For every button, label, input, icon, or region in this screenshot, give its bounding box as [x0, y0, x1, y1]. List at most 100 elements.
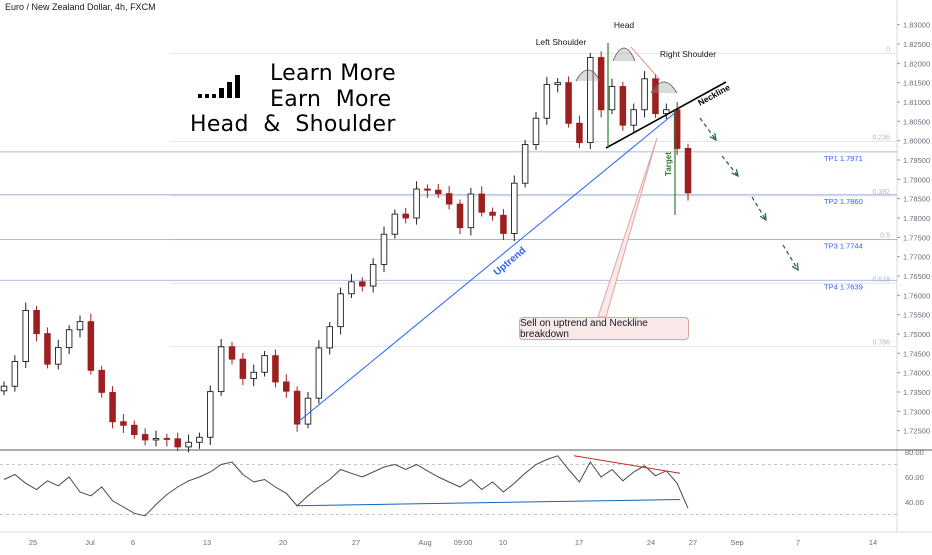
time-tick-label: 10 — [499, 538, 507, 547]
forecast-arrow-head — [759, 212, 767, 222]
price-tick-label: 1.81500 — [903, 79, 930, 88]
forecast-arrow-head — [709, 132, 717, 142]
rsi-tick-label: 80.00 — [905, 448, 924, 457]
fib-level-label: 0.382 — [872, 189, 890, 196]
price-candle — [272, 355, 279, 383]
take-profit-label: TP3 1.7744 — [824, 242, 863, 251]
price-candle — [532, 117, 540, 145]
logo-line-2: Earn More — [270, 87, 392, 112]
price-tick-label: 1.79500 — [903, 156, 930, 165]
head-slope-line — [630, 46, 661, 81]
price-candle — [435, 189, 442, 195]
price-candle — [55, 347, 62, 365]
left-shoulder-cap — [575, 69, 601, 82]
price-candle — [652, 78, 659, 115]
time-tick-label: 13 — [203, 538, 211, 547]
price-candle — [152, 437, 160, 441]
forecast-arrow-line — [699, 117, 717, 141]
fib-level-label: 0.236 — [872, 134, 890, 141]
price-candle — [587, 57, 594, 144]
price-candle — [163, 437, 171, 440]
bearish-divergence-line — [573, 455, 681, 474]
rsi-tick-label: 60.00 — [905, 473, 924, 482]
price-candle — [207, 391, 214, 438]
price-candle — [402, 213, 409, 219]
price-tick-label: 1.82500 — [903, 40, 930, 49]
price-tick-label: 1.78000 — [903, 214, 930, 223]
fib-level-label: 0.618 — [872, 276, 890, 283]
price-candle — [554, 82, 561, 86]
price-candle — [424, 188, 431, 191]
price-candle — [141, 434, 149, 441]
fib-level-label: 0.5 — [880, 233, 890, 240]
symbol-header: Euro / New Zealand Dollar, 4h, FXCM — [5, 2, 156, 12]
price-candle — [261, 355, 268, 373]
price-candle — [456, 203, 464, 229]
price-tick-label: 1.80000 — [903, 137, 930, 146]
time-tick-label: Jul — [85, 538, 95, 547]
price-tick-label: 1.83000 — [903, 21, 930, 30]
price-tick-label: 1.73500 — [903, 388, 930, 397]
price-candle — [359, 281, 366, 287]
rsi-line — [3, 455, 689, 517]
take-profit-label: TP1 1.7971 — [824, 154, 863, 163]
price-candle — [11, 361, 19, 387]
time-tick-label: Sep — [730, 538, 743, 547]
callout-pointer — [597, 137, 658, 318]
forecast-arrow-line — [751, 196, 767, 221]
forecast-arrow-head — [791, 262, 799, 272]
left-shoulder-label: Left Shoulder — [536, 37, 587, 47]
take-profit-label: TP4 1.7639 — [824, 282, 863, 291]
price-candle — [22, 309, 29, 362]
price-candle — [131, 424, 138, 435]
price-tick-label: 1.78500 — [903, 195, 930, 204]
price-candle — [283, 381, 290, 392]
price-candle — [239, 358, 247, 379]
time-tick-label: Aug — [418, 538, 431, 547]
price-candle — [44, 333, 51, 365]
target-label: Target — [664, 152, 673, 176]
price-candle — [597, 57, 605, 111]
time-tick-label: 14 — [869, 538, 877, 547]
rsi-support-line — [295, 499, 681, 507]
price-candle — [608, 86, 616, 111]
price-tick-label: 1.75500 — [903, 311, 930, 320]
price-candle — [521, 144, 529, 184]
price-candle — [76, 321, 84, 331]
time-tick-label: 17 — [575, 538, 583, 547]
sell-callout: Sell on uptrend and Neckline breakdown — [519, 317, 689, 340]
price-candle — [65, 329, 73, 348]
price-tick-label: 1.77000 — [903, 253, 930, 262]
forecast-arrow-head — [731, 169, 739, 178]
price-tick-label: 1.82000 — [903, 59, 930, 68]
price-tick-label: 1.75000 — [903, 330, 930, 339]
price-tick-label: 1.74000 — [903, 369, 930, 378]
price-candle — [684, 147, 692, 194]
fib-level-label: 0 — [886, 47, 890, 54]
time-tick-label: 27 — [352, 538, 360, 547]
neckline-line — [605, 81, 727, 149]
price-candle — [337, 293, 344, 328]
price-candle — [174, 438, 181, 448]
price-tick-label: 1.76500 — [903, 272, 930, 281]
take-profit-label: TP2 1.7860 — [824, 197, 863, 206]
price-candle — [630, 109, 637, 126]
signal-bars-logo — [198, 74, 244, 98]
price-candle — [326, 326, 333, 349]
time-tick-label: 7 — [796, 538, 800, 547]
price-candle — [478, 193, 485, 213]
price-tick-label: 1.77500 — [903, 233, 930, 242]
forecast-arrow-line — [782, 244, 799, 271]
right-shoulder-label: Right Shoulder — [660, 49, 716, 59]
time-tick-label: 25 — [29, 538, 37, 547]
forecast-arrow-line — [721, 155, 739, 177]
price-candle — [250, 371, 257, 379]
price-candle — [98, 369, 105, 393]
fib-level-label: 0.786 — [872, 339, 890, 346]
price-candle — [304, 397, 312, 425]
price-candle — [445, 193, 453, 205]
price-candle — [500, 214, 507, 234]
price-candle — [87, 321, 95, 371]
